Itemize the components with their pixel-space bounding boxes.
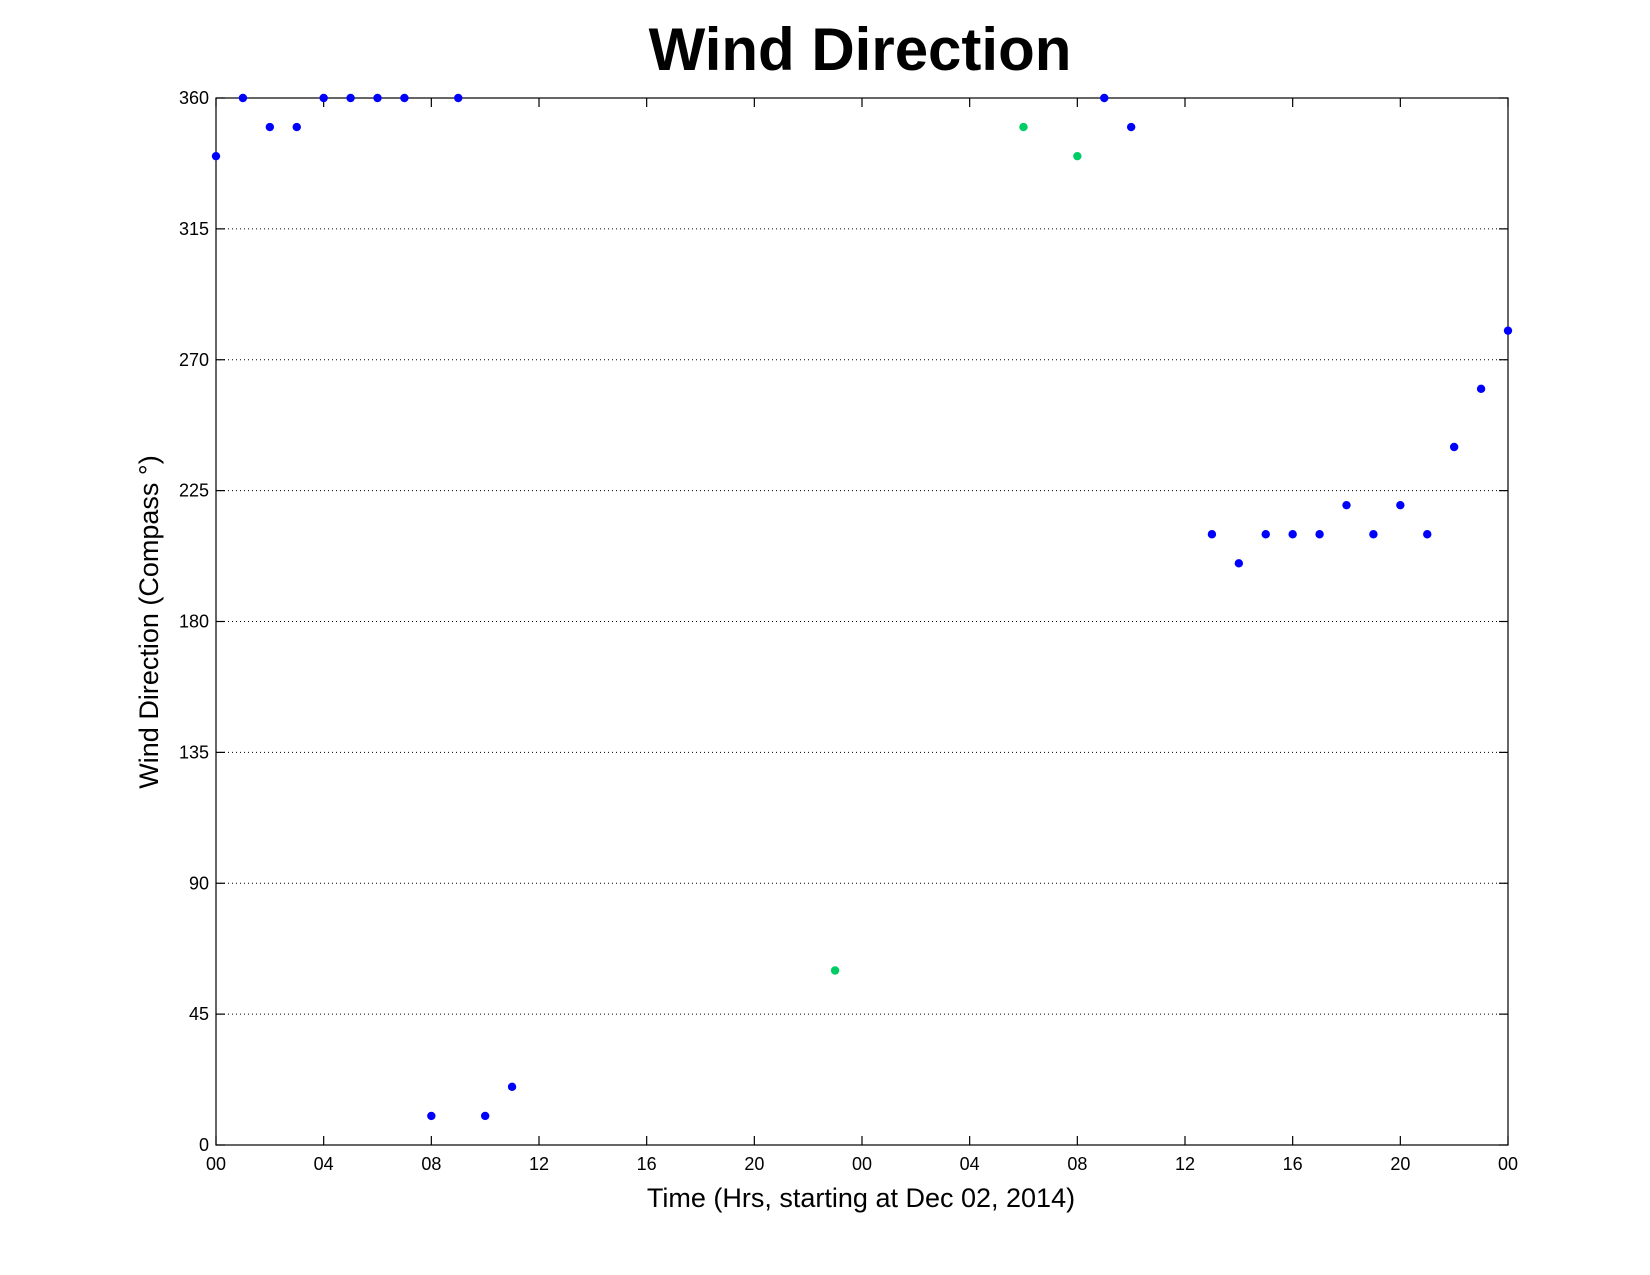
- plot-area: [215, 97, 1509, 1146]
- x-axis-label: Time (Hrs, starting at Dec 02, 2014): [647, 1183, 1075, 1213]
- y-tick-label: 135: [179, 742, 209, 762]
- data-point: [1315, 530, 1324, 539]
- data-point: [1100, 93, 1109, 103]
- data-points: [211, 93, 1513, 1121]
- x-tick-label: 00: [852, 1154, 872, 1174]
- data-point: [1234, 559, 1244, 568]
- x-tick-label: 08: [1067, 1154, 1087, 1174]
- x-tick-label: 20: [1390, 1154, 1410, 1174]
- data-point: [373, 93, 382, 103]
- data-point: [1449, 442, 1459, 452]
- data-point: [1369, 530, 1378, 539]
- data-point: [1019, 122, 1028, 132]
- data-point: [319, 93, 328, 103]
- y-axis-label: Wind Direction (Compass °): [134, 455, 164, 788]
- x-axis-tick-labels: 00 04 08 12 16 20 00 04 08 12 16 20 00: [206, 1154, 1518, 1174]
- y-tick-label: 90: [189, 873, 209, 893]
- data-point: [507, 1082, 517, 1092]
- data-point: [1207, 530, 1217, 539]
- x-tick-label: 16: [637, 1154, 657, 1174]
- data-point: [265, 122, 275, 132]
- data-point: [480, 1111, 490, 1121]
- data-point: [454, 93, 463, 103]
- data-point: [1423, 530, 1432, 539]
- y-tick-label: 270: [179, 350, 209, 370]
- data-point: [400, 93, 409, 103]
- data-point: [1503, 326, 1513, 335]
- x-tick-label: 20: [744, 1154, 764, 1174]
- axis-ticks: [215, 97, 1509, 1146]
- x-tick-label: 00: [1498, 1154, 1518, 1174]
- data-point: [346, 93, 355, 103]
- y-axis-tick-labels: 0 45 90 135 180 225 270 315 360: [179, 88, 209, 1155]
- data-point: [1073, 151, 1082, 161]
- chart-title: Wind Direction: [649, 16, 1072, 83]
- data-point: [1126, 122, 1136, 132]
- data-point: [830, 966, 840, 975]
- x-tick-label: 12: [529, 1154, 549, 1174]
- y-tick-label: 315: [179, 219, 209, 239]
- x-tick-label: 16: [1283, 1154, 1303, 1174]
- y-tick-label: 45: [189, 1004, 209, 1024]
- data-point: [292, 122, 301, 132]
- data-point: [238, 93, 248, 103]
- x-tick-label: 00: [206, 1154, 226, 1174]
- y-tick-label: 180: [179, 612, 209, 632]
- data-point: [1396, 500, 1405, 510]
- data-point: [1342, 500, 1351, 510]
- data-point: [1476, 384, 1486, 394]
- data-point: [211, 151, 221, 161]
- x-tick-label: 12: [1175, 1154, 1195, 1174]
- data-point: [427, 1111, 436, 1121]
- data-point: [1261, 530, 1270, 539]
- x-tick-label: 04: [314, 1154, 334, 1174]
- x-tick-label: 08: [421, 1154, 441, 1174]
- data-point: [1288, 530, 1297, 539]
- x-tick-label: 04: [960, 1154, 980, 1174]
- y-gridlines: [216, 228, 1508, 1015]
- y-tick-label: 0: [199, 1135, 209, 1155]
- y-tick-label: 225: [179, 481, 209, 501]
- y-tick-label: 360: [179, 88, 209, 108]
